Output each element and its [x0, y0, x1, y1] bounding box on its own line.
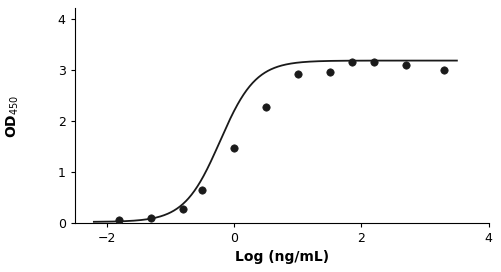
Point: [294, 72, 302, 76]
Point: [198, 188, 206, 192]
Point: [370, 60, 378, 64]
Text: OD$_{450}$: OD$_{450}$: [5, 94, 21, 138]
Point: [147, 216, 155, 221]
Point: [262, 105, 270, 109]
Point: [348, 60, 356, 64]
X-axis label: Log (ng/mL): Log (ng/mL): [234, 250, 329, 264]
Point: [440, 68, 448, 72]
Point: [115, 218, 123, 222]
Point: [402, 63, 410, 67]
Point: [326, 70, 334, 75]
Point: [230, 146, 238, 150]
Point: [179, 207, 187, 211]
